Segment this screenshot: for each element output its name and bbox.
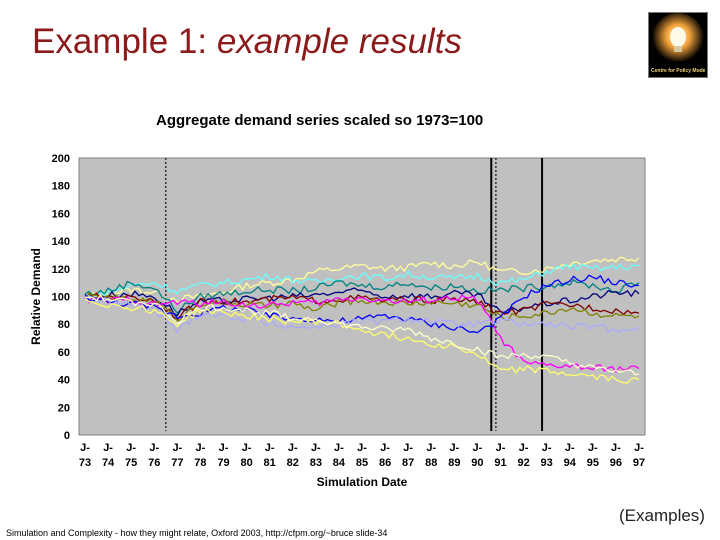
x-tick-label: J- bbox=[380, 442, 390, 454]
y-tick-label: 140 bbox=[52, 236, 70, 248]
y-tick-label: 200 bbox=[52, 153, 70, 165]
y-tick-label: 180 bbox=[52, 181, 70, 193]
series-line-9 bbox=[84, 298, 640, 384]
x-tick-label: J- bbox=[288, 442, 298, 454]
x-tick-label: J- bbox=[519, 442, 529, 454]
series-line-1 bbox=[84, 263, 640, 300]
footer-text: Simulation and Complexity - how they mig… bbox=[6, 528, 388, 538]
x-tick-label: J- bbox=[334, 442, 344, 454]
x-tick-label: 85 bbox=[356, 457, 368, 469]
series-line-6 bbox=[84, 294, 640, 373]
x-tick-label: 91 bbox=[494, 457, 506, 469]
x-tick-label: 93 bbox=[541, 457, 553, 469]
y-tick-label: 60 bbox=[58, 347, 70, 359]
x-tick-label: 78 bbox=[194, 457, 206, 469]
y-tick-label: 100 bbox=[52, 292, 70, 304]
x-tick-label: J- bbox=[403, 442, 413, 454]
series-line-7 bbox=[84, 274, 640, 334]
x-tick-label: J- bbox=[103, 442, 113, 454]
y-tick-label: 40 bbox=[58, 375, 70, 387]
x-tick-label: J- bbox=[311, 442, 321, 454]
x-tick-label: 87 bbox=[402, 457, 414, 469]
x-tick-label: J- bbox=[265, 442, 275, 454]
x-tick-label: J- bbox=[426, 442, 436, 454]
x-tick-label: J- bbox=[496, 442, 506, 454]
x-tick-label: J- bbox=[357, 442, 367, 454]
x-tick-label: 76 bbox=[148, 457, 160, 469]
y-tick-label: 80 bbox=[58, 319, 70, 331]
x-tick-label: 88 bbox=[425, 457, 437, 469]
x-tick-label: 81 bbox=[264, 457, 276, 469]
x-tick-label: 73 bbox=[79, 457, 91, 469]
x-tick-label: 97 bbox=[633, 457, 645, 469]
x-tick-label: J- bbox=[542, 442, 552, 454]
logo-text: Centre for Policy Modelling bbox=[651, 68, 705, 74]
x-tick-label: 74 bbox=[102, 457, 115, 469]
x-tick-label: 95 bbox=[587, 457, 599, 469]
series-line-10 bbox=[84, 293, 640, 376]
x-tick-label: 86 bbox=[379, 457, 391, 469]
y-tick-label: 120 bbox=[52, 264, 70, 276]
x-tick-label: J- bbox=[611, 442, 621, 454]
x-tick-label: 84 bbox=[333, 457, 346, 469]
x-tick-label: J- bbox=[634, 442, 644, 454]
y-tick-label: 0 bbox=[64, 430, 70, 442]
x-tick-label: 92 bbox=[517, 457, 529, 469]
y-tick-label: 20 bbox=[58, 402, 70, 414]
x-tick-label: J- bbox=[126, 442, 136, 454]
y-axis-label: Relative Demand bbox=[29, 248, 43, 345]
examples-label: (Examples) bbox=[619, 506, 705, 525]
x-tick-label: 80 bbox=[240, 457, 252, 469]
x-tick-label: J- bbox=[172, 442, 182, 454]
series-line-3 bbox=[84, 287, 640, 317]
x-tick-label: J- bbox=[449, 442, 459, 454]
plot-area bbox=[78, 157, 646, 436]
x-tick-label: J- bbox=[242, 442, 252, 454]
x-tick-label: J- bbox=[196, 442, 206, 454]
x-tick-label: 89 bbox=[448, 457, 460, 469]
y-tick-label: 160 bbox=[52, 208, 70, 220]
series-line-0 bbox=[84, 256, 640, 303]
slide-title-main: Example 1: bbox=[32, 22, 217, 61]
x-tick-label: 82 bbox=[287, 457, 299, 469]
x-tick-label: 94 bbox=[564, 457, 577, 469]
slide-title-italic: example results bbox=[216, 22, 462, 61]
x-tick-label: 79 bbox=[217, 457, 229, 469]
series-line-5 bbox=[84, 292, 640, 322]
x-tick-label: J- bbox=[80, 442, 90, 454]
slide-title: Example 1: example results bbox=[32, 22, 462, 62]
x-tick-label: 75 bbox=[125, 457, 137, 469]
x-tick-label: J- bbox=[588, 442, 598, 454]
x-tick-label: 90 bbox=[471, 457, 483, 469]
logo: Centre for Policy Modelling bbox=[648, 12, 708, 78]
x-tick-label: 83 bbox=[310, 457, 322, 469]
x-tick-label: J- bbox=[473, 442, 483, 454]
x-tick-label: J- bbox=[149, 442, 159, 454]
x-tick-label: 96 bbox=[610, 457, 622, 469]
series-line-8 bbox=[84, 297, 640, 334]
chart-title: Aggregate demand series scaled so 1973=1… bbox=[156, 112, 484, 129]
lightbulb-icon bbox=[649, 13, 707, 77]
x-axis-label: Simulation Date bbox=[317, 475, 408, 489]
x-tick-label: J- bbox=[219, 442, 229, 454]
x-tick-label: J- bbox=[565, 442, 575, 454]
x-tick-label: 77 bbox=[171, 457, 183, 469]
